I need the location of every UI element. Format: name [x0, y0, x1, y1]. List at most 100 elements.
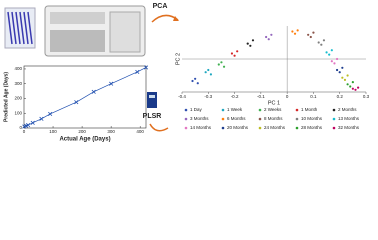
legend-swatch — [332, 126, 336, 130]
point — [335, 57, 339, 61]
point — [320, 43, 323, 46]
tardis-icon — [147, 92, 157, 108]
legend-swatch — [258, 108, 262, 112]
point — [267, 38, 270, 41]
legend-swatch — [221, 117, 225, 121]
point — [251, 39, 255, 42]
legend-label: 2 Weeks — [264, 107, 282, 112]
y-tick-label: 200 — [14, 96, 22, 101]
point — [222, 65, 226, 68]
point — [330, 60, 333, 63]
charts: -0.4 -0.3 -0.2 -0.1 0 0.1 0.2 0.3 PC 1 PC 2 1 Day 1… — [3, 26, 370, 143]
legend-label: 1 Day — [190, 107, 203, 112]
point — [191, 79, 194, 83]
x-tick-label: -0.3 — [204, 94, 212, 99]
legend-label: 32 Months — [338, 125, 360, 130]
point — [30, 120, 35, 125]
x-tick-label: 200 — [78, 129, 86, 134]
y-tick-label: 100 — [14, 110, 22, 115]
point — [135, 69, 140, 74]
legend-label: 13 Months — [338, 116, 360, 121]
point — [209, 73, 213, 76]
spectrometer-photo — [44, 5, 146, 57]
point — [236, 50, 239, 53]
point — [194, 77, 197, 80]
point — [91, 89, 96, 94]
legend-label: 14 Months — [190, 125, 212, 130]
legend-swatch — [295, 126, 299, 130]
legend-label: 3 Months — [190, 116, 209, 121]
point — [265, 35, 268, 39]
y-tick-label: 400 — [14, 66, 22, 71]
point — [270, 33, 273, 36]
point — [341, 76, 344, 79]
arrow — [149, 123, 169, 132]
legend-label: 10 Months — [301, 116, 323, 121]
legend-swatch — [332, 117, 336, 121]
legend-swatch — [221, 108, 225, 112]
point — [335, 68, 339, 72]
legend-label: 2 Months — [338, 107, 357, 112]
y-axis-label: Predicted Age (Days) — [3, 72, 9, 122]
point — [249, 44, 252, 47]
y-tick-label: 0 — [19, 125, 22, 130]
x-tick-label: 0.1 — [310, 94, 317, 99]
legend-swatch — [295, 117, 299, 121]
x-tick-label: 0.2 — [337, 94, 344, 99]
point — [343, 78, 347, 81]
pca-label: PCA — [153, 3, 168, 10]
x-tick-label: 300 — [107, 129, 115, 134]
legend-label: 28 Months — [301, 125, 323, 130]
figure: PCA PLSR -0.4 -0.3 -0.2 -0.1 0 0.1 0.2 0.3 PC 1 P… — [3, 3, 370, 143]
x-tick-label: 0 — [286, 94, 289, 99]
point — [291, 30, 294, 33]
plot-frame — [23, 65, 147, 129]
point — [230, 52, 234, 55]
plsr-label: PLSR — [143, 113, 162, 120]
point — [325, 51, 328, 54]
legend-swatch — [221, 126, 225, 130]
slide-photo — [4, 7, 36, 49]
point — [25, 122, 31, 128]
y-axis-label: PC 2 — [175, 53, 181, 65]
legend-swatch — [258, 117, 262, 121]
point — [233, 54, 236, 57]
point — [74, 100, 79, 105]
legend-swatch — [184, 126, 188, 130]
legend-swatch — [332, 108, 336, 112]
x-tick-label: 0.3 — [363, 94, 370, 99]
y-tick-label: 300 — [14, 81, 22, 86]
x-axis-label: PC 1 — [268, 100, 280, 106]
point — [354, 88, 357, 91]
page: {"labels": {"pca": "PCA", "plsr": "PLSR"… — [3, 2, 370, 143]
point — [346, 74, 349, 77]
point — [217, 63, 220, 66]
x-tick-label: -0.4 — [178, 94, 186, 99]
point — [307, 33, 310, 36]
point — [246, 42, 249, 45]
point — [357, 86, 360, 89]
legend-label: 1 Week — [227, 107, 243, 112]
x-axis-label: Actual Age (Days) — [59, 137, 110, 143]
point — [48, 111, 53, 117]
point — [207, 68, 210, 72]
point — [338, 71, 341, 74]
legend-label: 24 Months — [264, 125, 286, 130]
point — [333, 62, 336, 65]
point — [39, 116, 44, 121]
point — [220, 61, 223, 64]
legend-label: 20 Months — [227, 125, 249, 130]
legend-label: 6 Months — [227, 116, 246, 121]
point — [346, 83, 349, 86]
arrow-head — [173, 16, 179, 21]
point — [109, 81, 114, 86]
point — [312, 31, 315, 34]
point — [293, 32, 297, 35]
point — [328, 53, 331, 56]
point — [317, 41, 320, 44]
point — [349, 85, 352, 88]
legend-swatch — [184, 117, 188, 121]
legend-swatch — [258, 126, 262, 130]
point — [351, 87, 354, 90]
point — [322, 39, 326, 42]
